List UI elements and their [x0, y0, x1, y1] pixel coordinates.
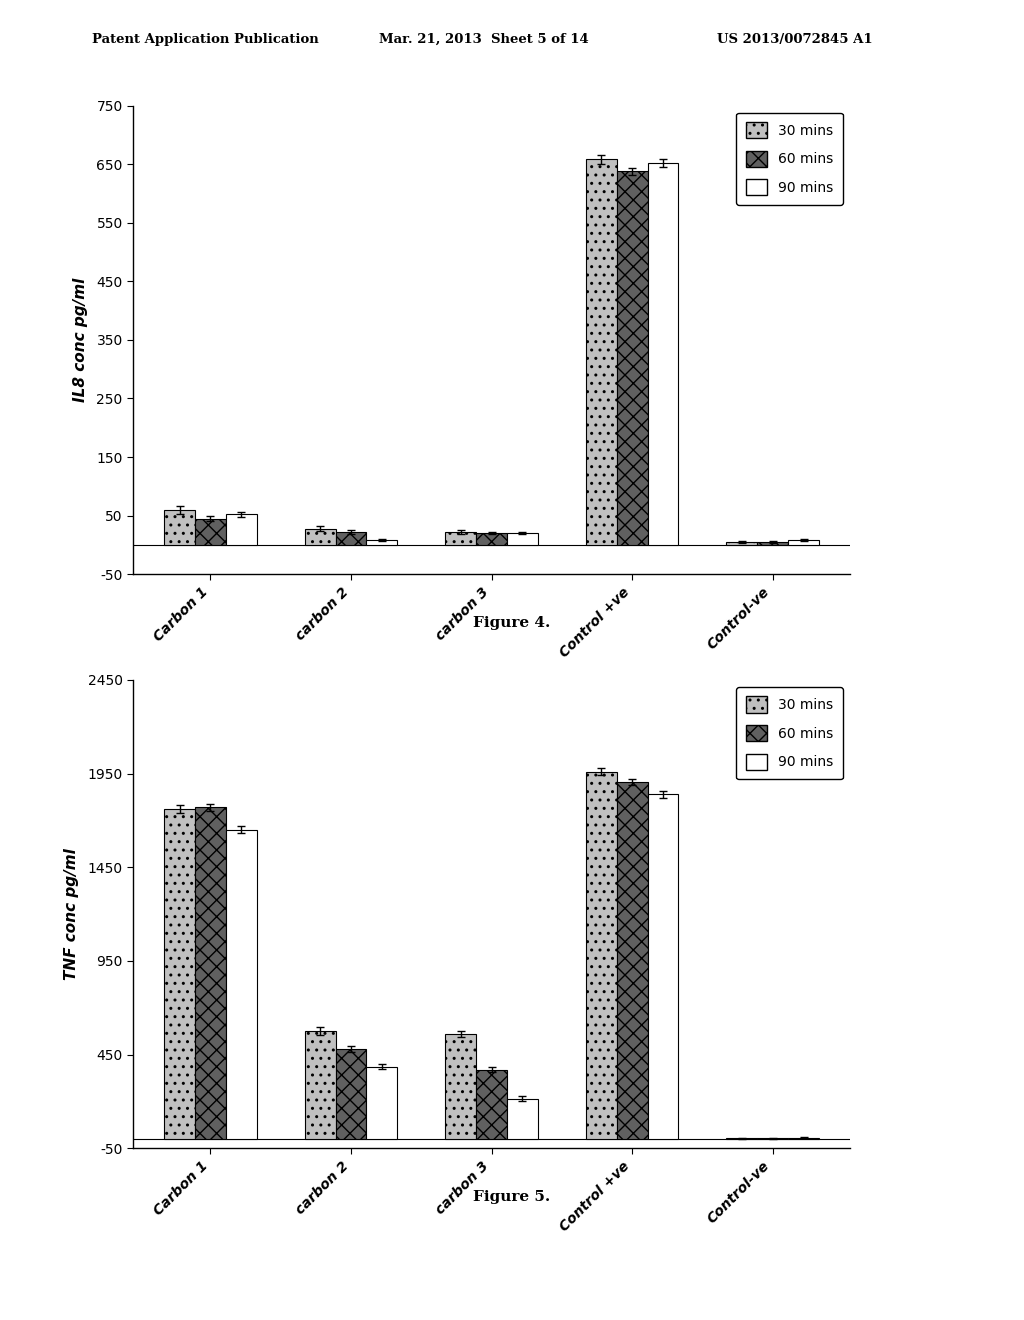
- Bar: [788, 1138, 819, 1139]
- Bar: [476, 1069, 507, 1139]
- Bar: [445, 532, 476, 545]
- Y-axis label: TNF conc pg/ml: TNF conc pg/ml: [65, 849, 79, 979]
- Bar: [788, 540, 819, 545]
- Bar: [647, 795, 679, 1139]
- Bar: [367, 540, 397, 545]
- Bar: [726, 543, 757, 545]
- Bar: [586, 160, 616, 545]
- Bar: [195, 808, 226, 1139]
- Y-axis label: IL8 conc pg/ml: IL8 conc pg/ml: [73, 277, 88, 403]
- Text: US 2013/0072845 A1: US 2013/0072845 A1: [717, 33, 872, 46]
- Bar: [476, 533, 507, 545]
- Bar: [586, 772, 616, 1139]
- Bar: [367, 1067, 397, 1139]
- Text: Patent Application Publication: Patent Application Publication: [92, 33, 318, 46]
- Bar: [647, 162, 679, 545]
- Bar: [757, 543, 788, 545]
- Bar: [616, 781, 647, 1139]
- Bar: [507, 1098, 538, 1139]
- Legend: 30 mins, 60 mins, 90 mins: 30 mins, 60 mins, 90 mins: [736, 686, 843, 779]
- Bar: [226, 515, 257, 545]
- Bar: [304, 528, 336, 545]
- Bar: [336, 532, 367, 545]
- Bar: [336, 1049, 367, 1139]
- Text: Figure 4.: Figure 4.: [473, 616, 551, 630]
- Text: Mar. 21, 2013  Sheet 5 of 14: Mar. 21, 2013 Sheet 5 of 14: [379, 33, 589, 46]
- Legend: 30 mins, 60 mins, 90 mins: 30 mins, 60 mins, 90 mins: [736, 112, 843, 205]
- Bar: [164, 809, 195, 1139]
- Bar: [164, 510, 195, 545]
- Bar: [226, 830, 257, 1139]
- Bar: [445, 1034, 476, 1139]
- Bar: [195, 519, 226, 545]
- Bar: [616, 172, 647, 545]
- Text: Figure 5.: Figure 5.: [473, 1191, 551, 1204]
- Bar: [304, 1031, 336, 1139]
- Bar: [507, 533, 538, 545]
